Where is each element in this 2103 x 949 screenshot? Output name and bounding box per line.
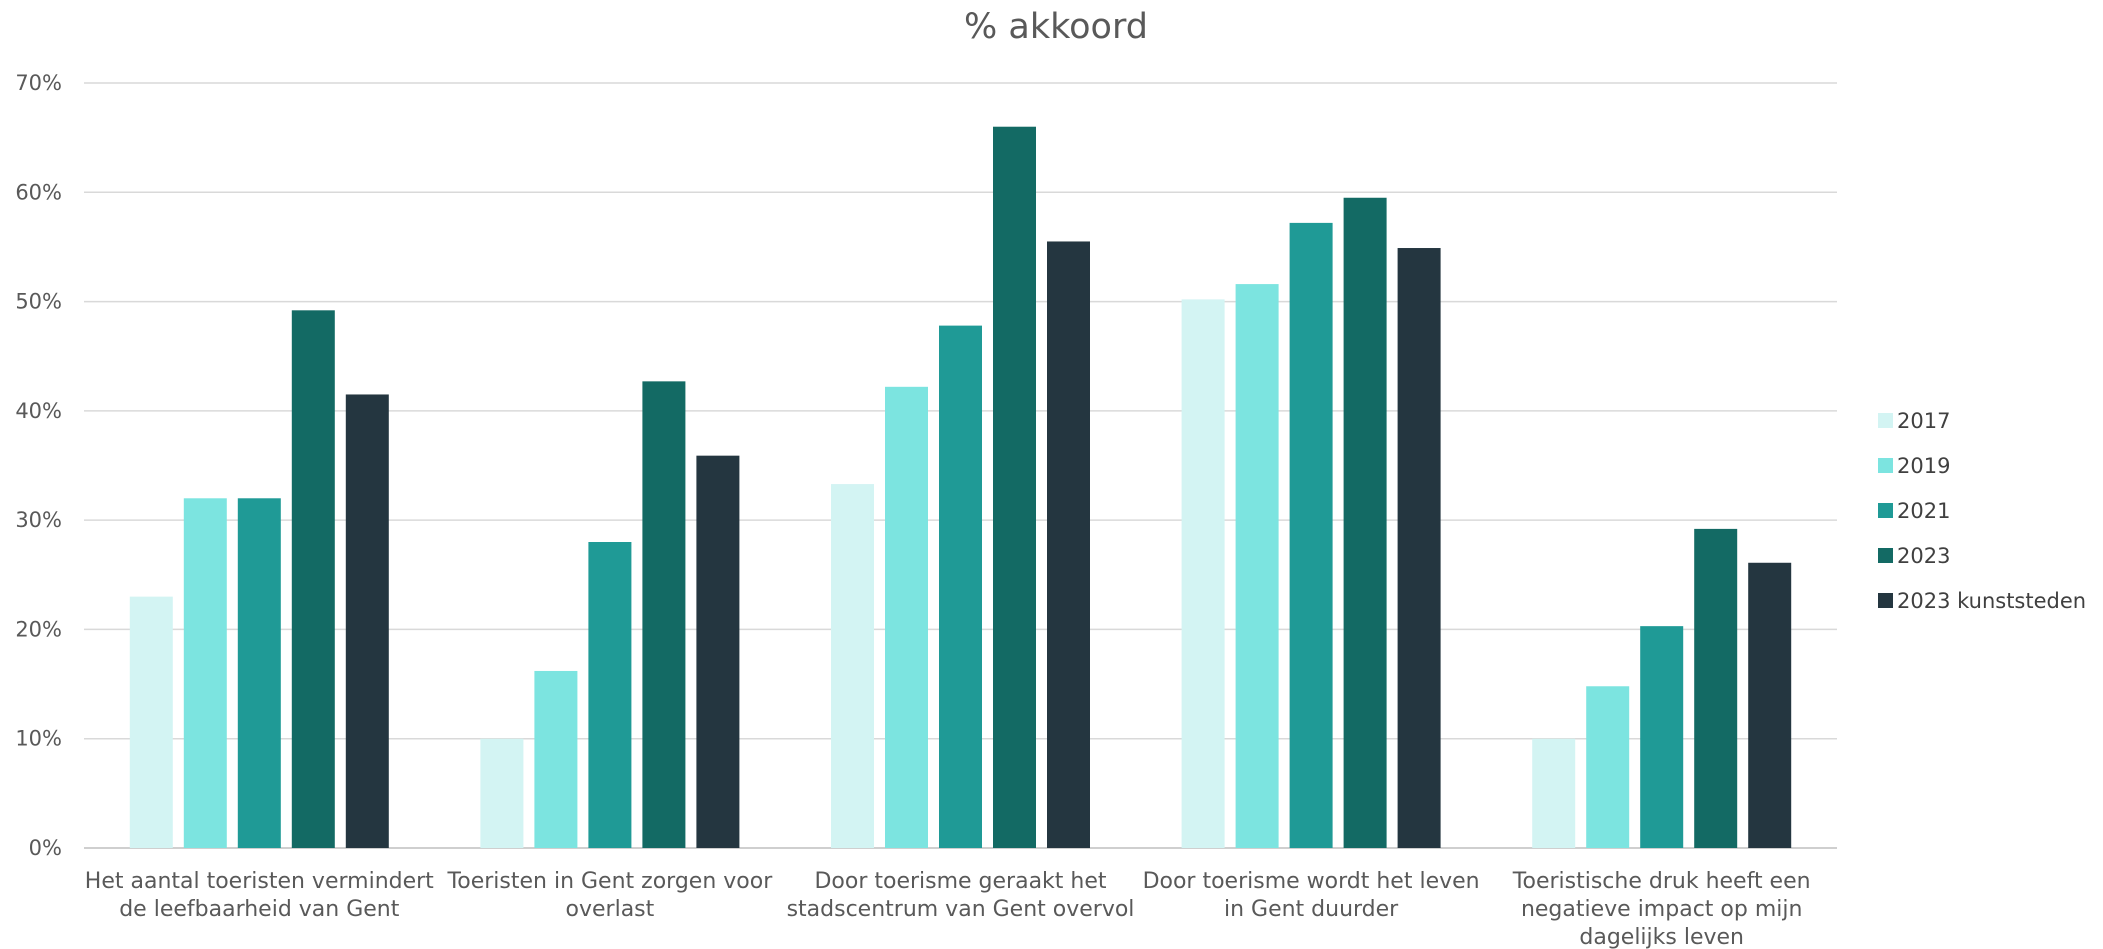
category-label: stadscentrum van Gent overvol [787, 897, 1135, 922]
bar [1047, 241, 1090, 848]
x-axis-categories: Het aantal toeristen vermindert de leefba… [85, 869, 1811, 949]
legend-swatch [1878, 593, 1893, 608]
category-label: Toeristen in Gent zorgen voor [447, 869, 774, 894]
category-label: Het aantal toeristen vermindert [85, 869, 434, 894]
category-label: overlast [566, 897, 655, 922]
legend-swatch [1878, 503, 1893, 518]
bar [696, 455, 740, 848]
legend-label: 2019 [1897, 454, 1950, 478]
bar [1235, 284, 1279, 849]
legend-label: 2021 [1897, 499, 1950, 523]
legend: 2017 2019 2021 2023 2023 kunststeden [1878, 409, 2086, 613]
bar [1397, 248, 1441, 848]
bar [1586, 686, 1630, 848]
bar [993, 126, 1036, 848]
category-label: Toeristische druk heeft een [1512, 869, 1811, 894]
bar [291, 310, 335, 848]
bar [237, 498, 281, 848]
y-tick-label: 40% [15, 399, 62, 423]
category-label: in Gent duurder [1224, 897, 1399, 922]
bar [1694, 528, 1738, 848]
bar [1748, 562, 1792, 848]
category-label: Door toerisme wordt het leven [1143, 869, 1480, 894]
bar [939, 325, 982, 849]
bar [1289, 222, 1333, 848]
bar [831, 484, 874, 848]
bar [642, 381, 686, 848]
bar [588, 542, 632, 848]
category-label: negatieve impact op mijn [1521, 897, 1802, 922]
legend-swatch [1878, 458, 1893, 473]
y-tick-label: 60% [15, 180, 62, 204]
bar [345, 394, 389, 848]
category-label: dagelijks leven [1579, 925, 1744, 949]
legend-swatch [1878, 548, 1893, 563]
y-tick-label: 50% [15, 290, 62, 314]
chart-title: % akkoord [964, 7, 1148, 47]
legend-label: 2017 [1897, 409, 1950, 433]
y-tick-label: 0% [29, 836, 62, 860]
bar [183, 498, 227, 848]
category-label: Door toerisme geraakt het [814, 869, 1106, 894]
bar [1532, 738, 1576, 848]
bar [129, 596, 173, 848]
y-tick-label: 70% [15, 71, 62, 95]
y-tick-label: 10% [15, 727, 62, 751]
y-tick-label: 30% [15, 508, 62, 532]
y-axis-ticks: 0% 10% 20% 30% 40% 50% 60% 70% [15, 71, 62, 860]
bar [1640, 626, 1684, 848]
legend-swatch [1878, 413, 1893, 428]
bar [885, 386, 928, 848]
bar [480, 738, 524, 848]
bar [1181, 299, 1225, 848]
legend-label: 2023 kunststeden [1897, 589, 2086, 613]
legend-label: 2023 [1897, 544, 1950, 568]
category-label: de leefbaarheid van Gent [119, 897, 400, 922]
bar [1343, 197, 1387, 848]
bars [129, 126, 1792, 849]
y-tick-label: 20% [15, 617, 62, 641]
bar [534, 670, 578, 848]
